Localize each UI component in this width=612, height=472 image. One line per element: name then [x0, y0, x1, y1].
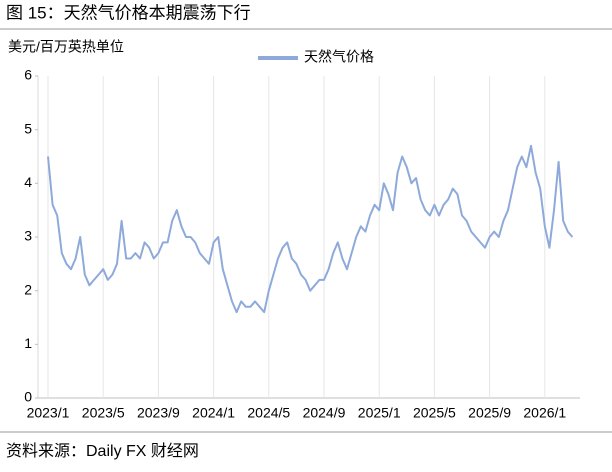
source: 资料来源：Daily FX 财经网: [6, 442, 199, 460]
y-tick-label: 4: [24, 174, 32, 190]
y-tick-label: 6: [24, 67, 32, 83]
legend-label: 天然气价格: [304, 49, 374, 65]
x-tick-label: 2025/9: [468, 405, 511, 421]
x-tick-label: 2025/5: [413, 405, 456, 421]
y-tick-label: 1: [24, 335, 32, 351]
y-tick-label: 0: [24, 389, 32, 405]
y-tick-label: 3: [24, 228, 32, 244]
x-tick-label: 2023/1: [27, 405, 70, 421]
chart-title: 图 15：天然气价格本期震荡下行: [6, 3, 251, 22]
y-axis-label: 美元/百万英热单位: [8, 39, 124, 55]
y-tick-label: 5: [24, 120, 32, 136]
x-tick-label: 2026/1: [523, 405, 566, 421]
x-tick-label: 2023/5: [82, 405, 125, 421]
x-tick-label: 2025/1: [358, 405, 401, 421]
x-tick-label: 2024/5: [247, 405, 290, 421]
x-tick-label: 2024/9: [303, 405, 346, 421]
line: [47, 144, 574, 314]
y-tick-label: 2: [24, 281, 32, 297]
x-tick-label: 2024/1: [192, 405, 235, 421]
x-tick-label: 2023/9: [137, 405, 180, 421]
